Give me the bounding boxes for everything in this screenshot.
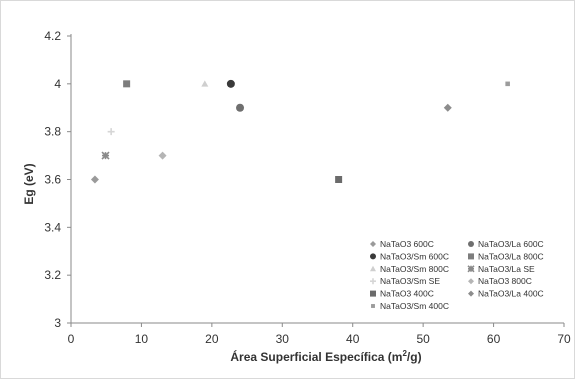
legend-label: NaTaO3 600C bbox=[380, 239, 434, 249]
y-tick-label: 4.2 bbox=[44, 29, 61, 43]
legend-marker bbox=[371, 304, 375, 308]
legend-label: NaTaO3/Sm SE bbox=[380, 276, 440, 286]
legend-marker bbox=[468, 290, 474, 297]
axes: 0 10 20 30 40 50 60 70 3 3.2 3.4 3.6 3.8 4 4.2 bbox=[44, 29, 571, 346]
x-tick-label: 20 bbox=[205, 332, 219, 346]
legend-marker bbox=[370, 265, 376, 272]
x-tick-label: 0 bbox=[68, 332, 75, 346]
x-tick-label: 10 bbox=[135, 332, 149, 346]
y-axis-label: Eg (eV) bbox=[22, 163, 36, 204]
legend-marker bbox=[370, 278, 376, 285]
x-axis-label: Área Superficial Específica (m2/g) bbox=[230, 349, 421, 364]
y-tick-label: 3 bbox=[54, 316, 61, 330]
legend-marker bbox=[370, 241, 376, 247]
legend-label: NaTaO3/Sm 800C bbox=[380, 264, 449, 274]
data-points bbox=[90, 79, 510, 184]
data-point bbox=[90, 175, 99, 184]
legend: NaTaO3 600C NaTaO3/La 600C NaTaO3/Sm 600C N… bbox=[370, 239, 544, 311]
legend-marker bbox=[370, 290, 376, 297]
legend-marker bbox=[467, 265, 475, 273]
data-point bbox=[443, 103, 452, 112]
data-point bbox=[123, 80, 131, 88]
x-tick-label: 70 bbox=[557, 332, 571, 346]
y-tick-label: 3.4 bbox=[44, 220, 61, 234]
data-point bbox=[101, 151, 110, 160]
legend-marker bbox=[468, 241, 474, 247]
legend-marker bbox=[370, 253, 376, 260]
y-tick-label: 3.2 bbox=[44, 268, 61, 282]
data-point bbox=[158, 151, 167, 160]
data-point bbox=[335, 176, 343, 183]
data-point bbox=[236, 103, 245, 112]
y-tick-label: 3.6 bbox=[44, 173, 61, 187]
data-point bbox=[107, 128, 115, 136]
data-point bbox=[505, 81, 510, 87]
data-point bbox=[201, 80, 209, 87]
legend-label: NaTaO3/Sm 400C bbox=[380, 301, 449, 311]
legend-marker bbox=[468, 278, 474, 285]
legend-label: NaTaO3/La SE bbox=[478, 264, 535, 274]
x-tick-label: 30 bbox=[276, 332, 290, 346]
legend-label: NaTaO3 800C bbox=[478, 276, 532, 286]
legend-label: NaTaO3 400C bbox=[380, 289, 434, 299]
legend-marker bbox=[468, 253, 474, 260]
x-tick-label: 40 bbox=[346, 332, 360, 346]
x-tick-label: 60 bbox=[487, 332, 501, 346]
legend-label: NaTaO3/La 600C bbox=[478, 239, 544, 249]
data-point bbox=[226, 79, 235, 88]
x-tick-label: 50 bbox=[416, 332, 430, 346]
legend-label: NaTaO3/Sm 600C bbox=[380, 251, 449, 261]
legend-label: NaTaO3/La 400C bbox=[478, 289, 544, 299]
y-tick-label: 4 bbox=[54, 77, 61, 91]
y-tick-label: 3.8 bbox=[44, 125, 61, 139]
legend-label: NaTaO3/La 800C bbox=[478, 251, 544, 261]
